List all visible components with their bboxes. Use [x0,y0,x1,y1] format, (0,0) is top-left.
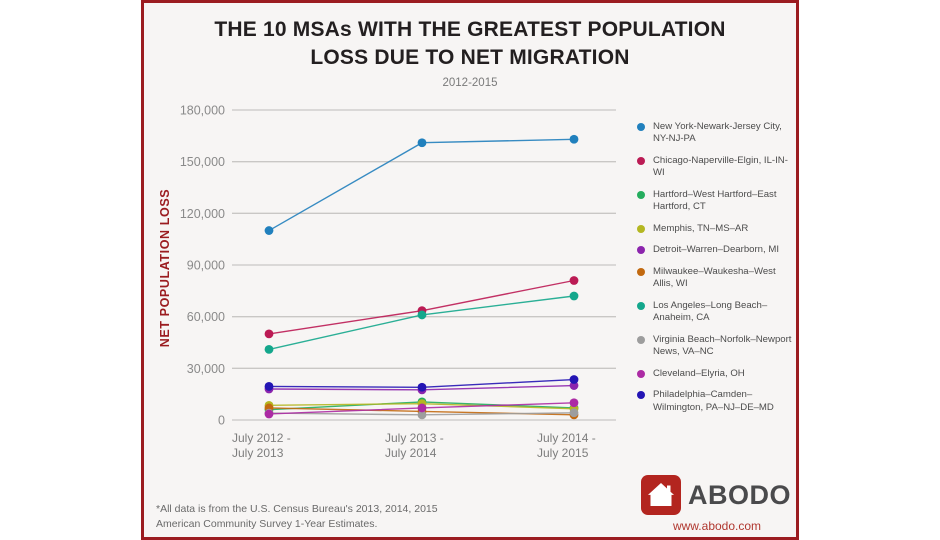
legend-item-10: Philadelphia–Camden–Wilmington, PA–NJ–DE… [637,389,797,414]
legend-dot-icon [637,224,645,233]
legend-item-8: Virginia Beach–Norfolk–Newport News, VA–… [637,334,797,359]
data-point [417,403,427,413]
y-tick-label: 90,000 [187,259,225,273]
data-point [417,382,427,392]
infographic-panel: THE 10 MSAs WITH THE GREATEST POPULATION… [141,0,799,540]
data-point [264,329,274,339]
source-footnote-line2: American Community Survey 1-Year Estimat… [156,517,378,530]
legend-item-9: Cleveland–Elyria, OH [637,368,797,380]
data-point [264,226,274,235]
data-point [417,310,427,320]
legend-dot-icon [637,267,645,276]
data-point [569,408,579,418]
y-tick-label: 180,000 [180,104,225,118]
legend-label: Cleveland–Elyria, OH [653,367,745,379]
data-point [264,409,274,419]
data-point [264,344,274,354]
line-chart-plot: 0 30,000 60,000 90,000 120,000 150,000 180,000… [180,104,616,460]
y-tick-label: 150,000 [180,155,225,169]
data-point [417,410,427,420]
legend-label: Los Angeles–Long Beach–Anaheim, CA [653,299,768,324]
series-line [268,138,575,232]
data-point [569,381,579,390]
chart-legend: New York-Newark-Jersey City, NY-NJ-PA Chi… [637,121,797,414]
source-footnote-line1: *All data is from the U.S. Census Bureau… [156,503,438,515]
x-tick-label: July 2012 -July 2013 [232,431,291,460]
legend-dot-icon [637,369,645,378]
legend-item-6: Milwaukee–Waukesha–West Allis, WI [637,266,797,291]
data-point [569,134,579,144]
data-point [264,382,274,391]
legend-label: New York-Newark-Jersey City, NY-NJ-PA [653,121,782,145]
legend-label: Chicago-Naperville-Elgin, IL-IN-WI [653,154,788,179]
chart-title-line1: THE 10 MSAs WITH THE GREATEST POPULATION [214,18,726,41]
legend-label: Philadelphia–Camden–Wilmington, PA–NJ–DE… [653,389,774,413]
legend-label: Detroit–Warren–Dearborn, MI [653,244,780,256]
legend-item-3: Hartford–West Hartford–East Hartford, CT [637,189,797,214]
legend-item-2: Chicago-Naperville-Elgin, IL-IN-WI [637,155,797,180]
source-footnote: *All data is from the U.S. Census Bureau… [156,502,438,531]
legend-label: Hartford–West Hartford–East Hartford, CT [653,188,777,213]
legend-dot-icon [637,190,645,199]
chart-title-line2: LOSS DUE TO NET MIGRATION [310,46,630,70]
legend-item-5: Detroit–Warren–Dearborn, MI [637,244,797,256]
legend-label: Milwaukee–Waukesha–West Allis, WI [653,265,776,290]
legend-label: Virginia Beach–Norfolk–Newport News, VA–… [653,333,792,358]
house-icon [641,475,681,515]
y-tick-label: 120,000 [180,207,225,221]
series-line [268,295,575,351]
legend-item-4: Memphis, TN–MS–AR [637,223,797,235]
legend-dot-icon [637,335,645,344]
data-point [569,375,579,384]
legend-dot-icon [637,246,645,255]
y-tick-label: 0 [218,414,225,428]
chart-title: THE 10 MSAs WITH THE GREATEST POPULATION… [144,16,796,73]
legend-dot-icon [637,391,645,400]
data-point [417,138,427,148]
x-tick-label: July 2013 -July 2014 [385,431,444,460]
abodo-logo: ABODO [641,475,791,515]
chart-subtitle: 2012-2015 [442,77,498,89]
abodo-url[interactable]: www.abodo.com [672,519,762,533]
data-point [569,276,579,285]
data-point [569,291,579,301]
legend-dot-icon [637,156,645,165]
legend-item-7: Los Angeles–Long Beach–Anaheim, CA [637,300,797,325]
x-tick-label: July 2014 -July 2015 [537,431,596,460]
legend-label: Memphis, TN–MS–AR [653,222,749,234]
legend-dot-icon [637,301,645,310]
abodo-wordmark: ABODO [688,479,791,510]
legend-item-1: New York-Newark-Jersey City, NY-NJ-PA [637,121,797,146]
y-tick-label: 30,000 [187,362,225,376]
data-point [569,398,579,408]
legend-dot-icon [637,123,645,131]
y-tick-label: 60,000 [187,310,225,324]
